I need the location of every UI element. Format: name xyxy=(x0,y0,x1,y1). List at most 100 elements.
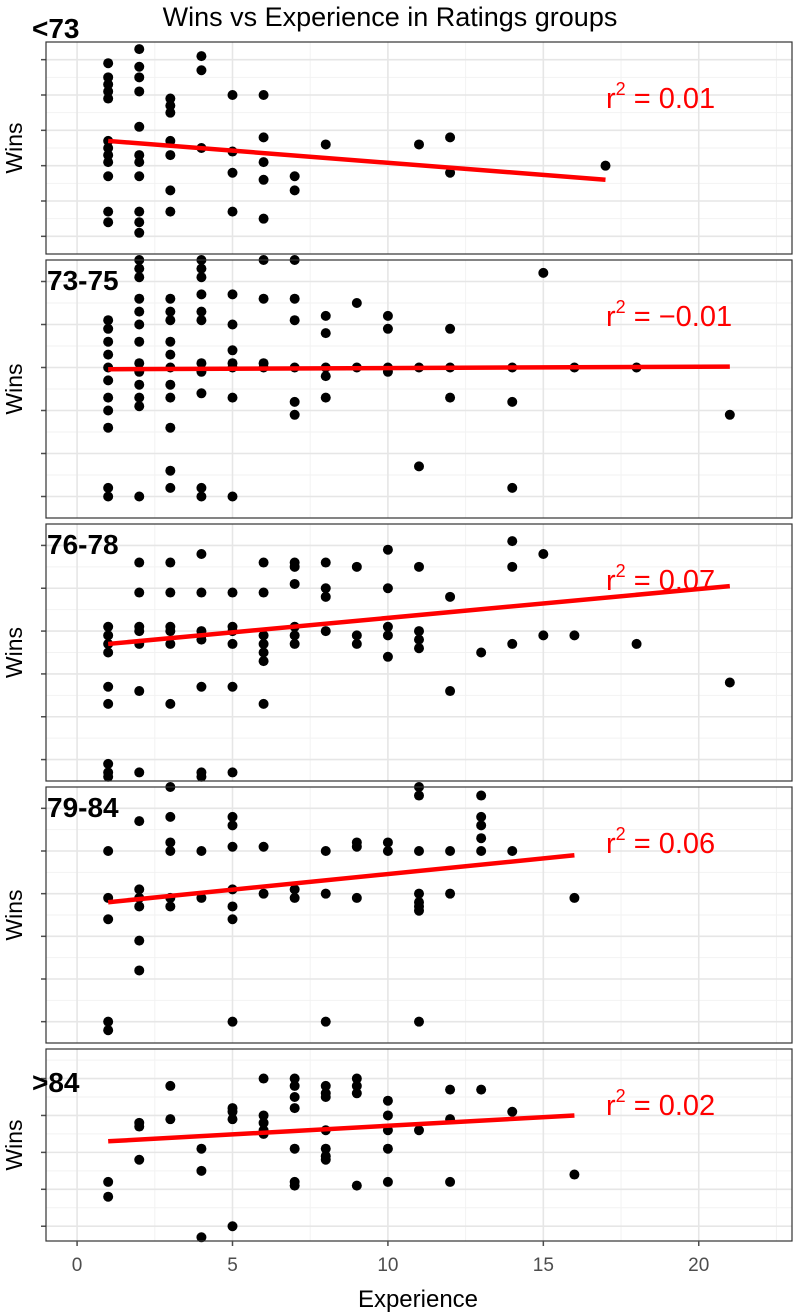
data-point xyxy=(351,892,362,903)
data-point xyxy=(165,901,176,912)
data-point xyxy=(227,841,238,852)
data-point xyxy=(289,892,300,903)
data-point xyxy=(320,139,331,150)
data-point xyxy=(320,1016,331,1027)
data-point xyxy=(103,206,114,217)
data-point xyxy=(165,185,176,196)
data-point xyxy=(600,160,611,171)
data-point xyxy=(103,630,114,641)
data-point xyxy=(258,174,269,185)
data-point xyxy=(476,846,487,856)
r-squared-annotation: r2 = 0.02 xyxy=(606,1086,715,1122)
x-axis-label: Experience xyxy=(358,1286,478,1313)
data-point xyxy=(103,79,114,90)
data-point xyxy=(227,914,238,925)
data-point xyxy=(165,392,176,403)
data-point xyxy=(320,310,331,321)
data-point xyxy=(382,544,393,555)
data-point xyxy=(134,217,145,228)
data-point xyxy=(351,1073,362,1084)
data-point xyxy=(258,1117,269,1128)
data-point xyxy=(507,561,518,572)
data-point xyxy=(320,557,331,568)
r-squared-annotation: r2 = 0.07 xyxy=(606,561,715,597)
panel-2: 73-75 r2 = −0.01 Wins xyxy=(1,255,793,519)
panel-border xyxy=(45,1048,793,1242)
data-point xyxy=(289,1080,300,1091)
data-point xyxy=(382,846,393,856)
data-point xyxy=(103,1176,114,1187)
x-tick-label: 5 xyxy=(227,1255,238,1276)
data-point xyxy=(134,227,145,238)
data-point xyxy=(289,1180,300,1191)
data-point xyxy=(134,626,145,637)
data-point xyxy=(227,767,238,778)
data-point xyxy=(289,171,300,182)
data-point xyxy=(258,132,269,143)
data-point xyxy=(134,44,145,55)
data-point xyxy=(134,306,145,317)
data-point xyxy=(445,323,456,334)
data-point xyxy=(538,630,549,641)
fit-line xyxy=(108,364,730,372)
data-point xyxy=(351,841,362,852)
panel-1: <73 r2 = 0.01 Wins xyxy=(1,13,793,255)
data-point xyxy=(476,647,487,658)
data-point xyxy=(227,319,238,330)
data-point xyxy=(103,621,114,632)
data-point xyxy=(414,139,424,150)
data-point xyxy=(165,379,176,390)
r-squared-annotation: r2 = 0.01 xyxy=(606,79,715,115)
panel-border xyxy=(45,523,793,782)
data-point xyxy=(320,591,331,602)
data-point xyxy=(165,557,176,568)
data-point xyxy=(165,482,176,493)
data-point xyxy=(414,888,424,899)
data-point xyxy=(414,846,424,856)
data-point xyxy=(103,491,114,502)
data-point xyxy=(445,1084,456,1095)
r-squared-superscript: 2 xyxy=(616,561,626,581)
data-point xyxy=(227,206,238,217)
data-point xyxy=(103,150,114,161)
data-point xyxy=(103,217,114,228)
data-point xyxy=(320,583,331,594)
panel-group-label: 76-78 xyxy=(47,529,119,560)
data-point xyxy=(569,630,580,641)
r-squared-value: = 0.02 xyxy=(626,1090,716,1122)
data-point xyxy=(538,267,549,278)
data-point xyxy=(351,638,362,649)
data-point xyxy=(103,771,114,782)
y-axis-label: Wins xyxy=(1,1119,27,1170)
data-point xyxy=(445,167,456,178)
y-axis-label: Wins xyxy=(1,889,27,940)
data-point xyxy=(414,905,424,916)
data-point xyxy=(320,392,331,403)
data-point xyxy=(289,396,300,407)
r-squared-prefix: r xyxy=(606,828,616,860)
panel-group-label: 73-75 xyxy=(47,265,119,296)
data-point xyxy=(320,371,331,382)
r-squared-prefix: r xyxy=(606,301,616,333)
data-point xyxy=(414,561,424,572)
data-point xyxy=(196,548,207,559)
x-tick-label: 20 xyxy=(688,1255,709,1276)
data-point xyxy=(103,323,114,334)
data-point xyxy=(227,167,238,178)
data-point xyxy=(103,914,114,925)
data-point xyxy=(134,272,145,283)
data-point xyxy=(227,820,238,831)
data-point xyxy=(351,1088,362,1099)
data-point xyxy=(196,388,207,399)
data-point xyxy=(165,150,176,161)
data-point xyxy=(196,272,207,283)
r-squared-value: = 0.07 xyxy=(626,565,716,597)
data-point xyxy=(382,621,393,632)
x-axis: 0 5 10 15 20 xyxy=(72,1241,709,1276)
data-point xyxy=(227,638,238,649)
data-point xyxy=(134,379,145,390)
data-point xyxy=(196,1143,207,1154)
data-point xyxy=(165,626,176,637)
data-point xyxy=(445,686,456,697)
